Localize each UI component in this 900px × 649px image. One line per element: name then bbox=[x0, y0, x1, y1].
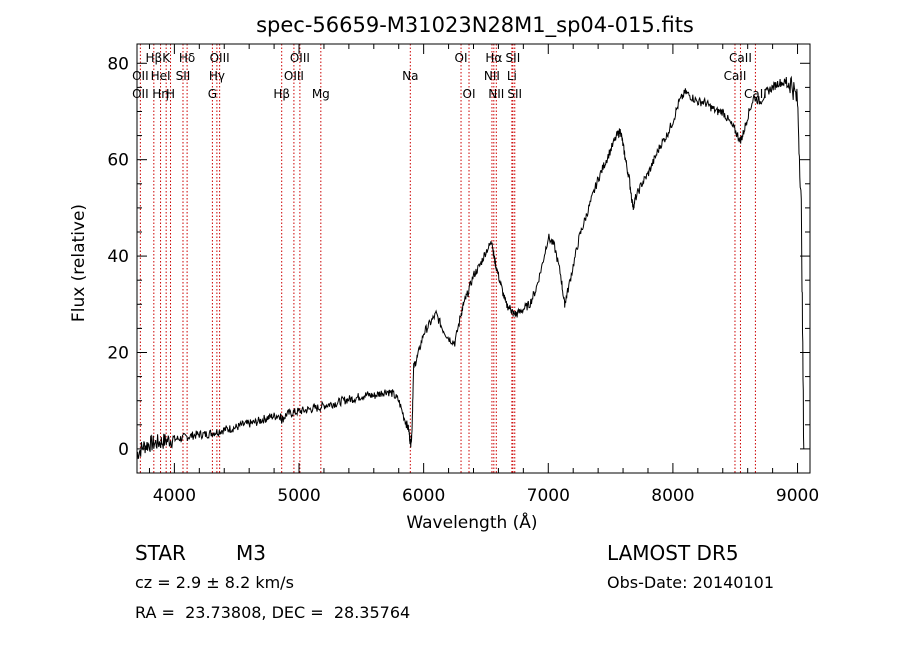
line-label: NII bbox=[484, 69, 500, 83]
y-tick-label: 40 bbox=[107, 247, 129, 267]
line-label: Hβ bbox=[273, 87, 290, 101]
x-axis-ticks: 4000 5000 6000 7000 8000 9000 bbox=[148, 44, 819, 506]
object-subclass: M3 bbox=[236, 541, 266, 565]
x-tick-label: 9000 bbox=[776, 486, 819, 506]
line-label: K bbox=[162, 51, 171, 65]
y-tick-label: 0 bbox=[118, 440, 129, 460]
plot-frame bbox=[136, 43, 811, 474]
line-label: HeI bbox=[151, 69, 171, 83]
line-label: OI bbox=[463, 87, 476, 101]
line-label: OIII bbox=[210, 51, 230, 65]
line-label: OIII bbox=[290, 51, 310, 65]
line-label: SII bbox=[506, 51, 521, 65]
object-class: STAR bbox=[135, 541, 186, 565]
line-label: Li bbox=[507, 69, 517, 83]
x-axis-label: Wavelength (Å) bbox=[406, 511, 537, 533]
x-tick-label: 4000 bbox=[153, 486, 196, 506]
survey-name: LAMOST DR5 bbox=[607, 541, 739, 565]
line-label: CaII bbox=[744, 87, 767, 101]
y-tick-label: 80 bbox=[107, 54, 129, 74]
line-label: Hγ bbox=[209, 69, 225, 83]
x-tick-label: 7000 bbox=[527, 486, 570, 506]
line-label: SII bbox=[176, 69, 191, 83]
line-label: Mg bbox=[312, 87, 330, 101]
observation-date: Obs-Date: 20140101 bbox=[607, 573, 775, 592]
y-tick-label: 20 bbox=[107, 343, 129, 363]
y-axis-ticks: 0 20 40 60 80 bbox=[107, 54, 810, 460]
line-label: OI bbox=[455, 51, 468, 65]
line-label: G bbox=[208, 87, 217, 101]
line-label: Hη bbox=[152, 87, 169, 101]
line-label: OII bbox=[132, 87, 149, 101]
spectrum-line bbox=[136, 75, 805, 460]
coordinates: RA = 23.73808, DEC = 28.35764 bbox=[135, 603, 411, 622]
x-tick-label: 8000 bbox=[651, 486, 694, 506]
line-label: OII bbox=[132, 69, 149, 83]
line-label: NII bbox=[488, 87, 504, 101]
y-tick-label: 60 bbox=[107, 151, 129, 171]
line-label: H bbox=[166, 87, 175, 101]
line-label: Hα bbox=[485, 51, 502, 65]
line-label: Hβ bbox=[145, 51, 162, 65]
line-label: OIII bbox=[284, 69, 304, 83]
line-label: Hδ bbox=[179, 51, 195, 65]
redshift-velocity: cz = 2.9 ± 8.2 km/s bbox=[135, 573, 294, 592]
line-label: SII bbox=[507, 87, 522, 101]
emission-line-markers bbox=[139, 44, 756, 473]
line-label: CaII bbox=[724, 69, 747, 83]
emission-line-labels: Hβ OII OII Hη K HeI H Hδ SII OIII Hγ G OIII OIII Hβ Mg N… bbox=[132, 51, 767, 101]
line-label: Na bbox=[402, 69, 418, 83]
x-tick-label: 5000 bbox=[277, 486, 320, 506]
y-axis-label: Flux (relative) bbox=[69, 204, 89, 322]
chart-title: spec-56659-M31023N28M1_sp04-015.fits bbox=[256, 13, 694, 38]
line-label: CaII bbox=[729, 51, 752, 65]
x-tick-label: 6000 bbox=[402, 486, 445, 506]
